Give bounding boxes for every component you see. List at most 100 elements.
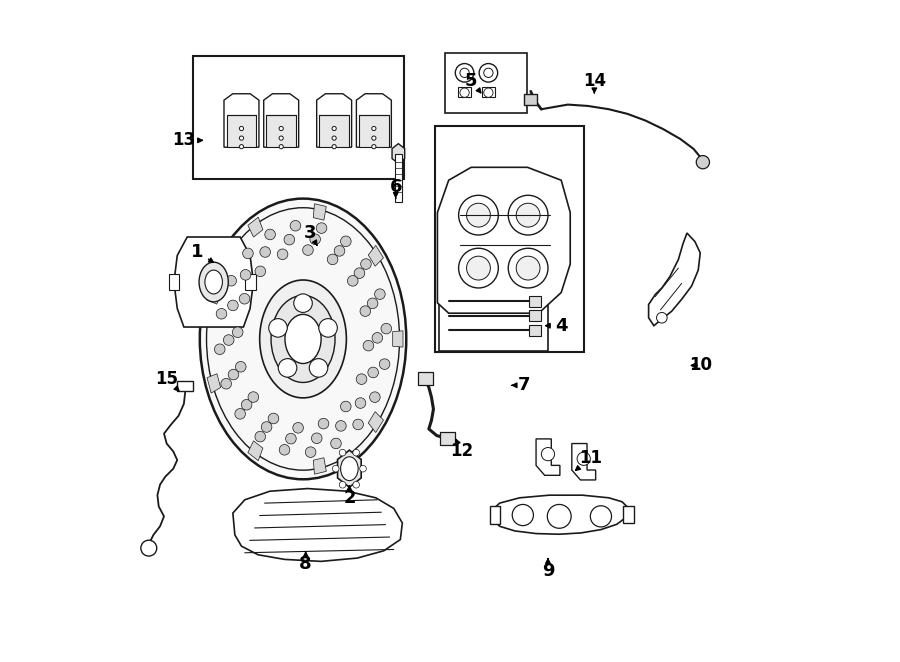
Circle shape (356, 398, 365, 408)
Text: 15: 15 (155, 369, 179, 391)
Circle shape (328, 254, 338, 265)
Circle shape (305, 447, 316, 457)
Circle shape (236, 361, 246, 372)
Polygon shape (395, 154, 401, 202)
Circle shape (216, 308, 227, 319)
Polygon shape (368, 246, 383, 266)
Circle shape (374, 289, 385, 299)
Circle shape (355, 268, 365, 279)
Bar (246, 274, 256, 290)
Circle shape (261, 422, 272, 432)
Circle shape (232, 327, 243, 338)
Circle shape (372, 332, 382, 343)
Circle shape (284, 234, 294, 245)
Text: 11: 11 (576, 449, 602, 471)
Circle shape (590, 506, 611, 527)
Ellipse shape (285, 314, 321, 363)
Circle shape (381, 323, 392, 334)
Circle shape (372, 136, 376, 140)
Text: 10: 10 (688, 356, 712, 375)
Circle shape (466, 203, 490, 227)
Circle shape (332, 126, 337, 130)
Circle shape (517, 203, 540, 227)
Polygon shape (313, 204, 327, 220)
Circle shape (360, 306, 371, 316)
Circle shape (319, 418, 328, 429)
Bar (438, 291, 548, 351)
Circle shape (310, 359, 328, 377)
Bar (194, 56, 404, 179)
Circle shape (697, 156, 709, 169)
Circle shape (279, 144, 284, 149)
Circle shape (336, 420, 346, 431)
Circle shape (460, 68, 469, 77)
Polygon shape (174, 237, 254, 327)
Circle shape (239, 293, 250, 304)
Circle shape (334, 246, 345, 256)
Circle shape (243, 248, 253, 259)
Circle shape (319, 318, 338, 337)
Polygon shape (624, 506, 634, 523)
Polygon shape (359, 115, 389, 147)
Circle shape (356, 374, 367, 385)
Polygon shape (248, 441, 263, 461)
Circle shape (340, 401, 351, 412)
Circle shape (353, 481, 359, 488)
Polygon shape (529, 296, 542, 307)
Circle shape (278, 359, 297, 377)
Circle shape (347, 275, 358, 286)
Polygon shape (177, 381, 194, 391)
Circle shape (255, 266, 266, 277)
Ellipse shape (260, 280, 346, 398)
Circle shape (512, 504, 534, 526)
Circle shape (214, 344, 225, 355)
Circle shape (279, 136, 284, 140)
Circle shape (508, 248, 548, 288)
Circle shape (290, 220, 301, 231)
Text: 6: 6 (390, 177, 402, 199)
Circle shape (311, 433, 322, 444)
Circle shape (361, 259, 371, 269)
Circle shape (293, 294, 312, 312)
Circle shape (455, 64, 473, 82)
Circle shape (353, 419, 364, 430)
Circle shape (248, 392, 258, 402)
Circle shape (220, 379, 231, 389)
Circle shape (353, 449, 359, 456)
Circle shape (229, 369, 238, 380)
Polygon shape (649, 233, 700, 326)
Circle shape (517, 256, 540, 280)
Circle shape (372, 144, 376, 149)
Text: 8: 8 (300, 552, 312, 573)
Polygon shape (392, 331, 403, 347)
Circle shape (285, 434, 296, 444)
Polygon shape (458, 87, 472, 97)
Ellipse shape (340, 457, 358, 481)
Circle shape (656, 312, 667, 323)
Ellipse shape (205, 270, 222, 294)
Circle shape (368, 367, 378, 378)
Circle shape (330, 438, 341, 449)
Circle shape (363, 340, 374, 351)
Ellipse shape (199, 262, 229, 302)
Circle shape (484, 68, 493, 77)
Circle shape (241, 399, 252, 410)
Text: 2: 2 (343, 486, 356, 507)
Polygon shape (356, 94, 392, 147)
Circle shape (479, 64, 498, 82)
Polygon shape (320, 115, 349, 147)
Circle shape (226, 275, 237, 286)
Circle shape (547, 504, 572, 528)
Polygon shape (368, 412, 383, 432)
Circle shape (310, 234, 320, 244)
Polygon shape (317, 94, 352, 147)
Text: 12: 12 (450, 440, 473, 461)
Polygon shape (227, 115, 256, 147)
Text: 3: 3 (303, 224, 317, 245)
Bar (445, 53, 527, 113)
Circle shape (228, 300, 238, 310)
Polygon shape (266, 115, 296, 147)
Circle shape (265, 229, 275, 240)
Polygon shape (207, 285, 220, 304)
Text: 14: 14 (583, 71, 606, 93)
